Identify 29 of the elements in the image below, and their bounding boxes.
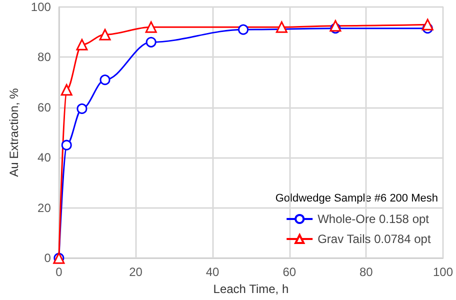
point xyxy=(146,36,156,48)
x-tick-label: 60 xyxy=(282,265,296,280)
point xyxy=(238,24,249,35)
y-tick-label: 100 xyxy=(30,0,52,14)
x-tick-label: 40 xyxy=(206,265,220,280)
x-tick-label: 80 xyxy=(359,265,374,280)
legend-title: Goldwedge Sample #6 200 Mesh xyxy=(275,192,438,204)
y-tick-label: 60 xyxy=(38,100,52,114)
point xyxy=(145,21,157,33)
y-axis-title: Au Extraction, % xyxy=(7,88,21,177)
y-tick-label: 80 xyxy=(38,50,52,64)
point xyxy=(76,38,88,50)
point xyxy=(330,20,342,32)
y-tick-label: 0 xyxy=(44,251,52,266)
point xyxy=(276,21,288,33)
point xyxy=(76,103,88,114)
x-tick-label: 20 xyxy=(129,265,143,280)
point xyxy=(422,18,434,30)
point xyxy=(99,28,111,40)
point xyxy=(100,74,110,86)
x-tick-label: 100 xyxy=(432,265,454,280)
legend-label: Whole-Ore 0.158 opt xyxy=(318,212,430,226)
legend-label: Grav Tails 0.0784 opt xyxy=(318,232,432,246)
x-axis-title: Leach Time, h xyxy=(213,282,289,296)
y-tick-label: 20 xyxy=(38,200,52,215)
point xyxy=(61,140,72,150)
point xyxy=(60,84,72,96)
y-tick-label: 40 xyxy=(38,150,52,165)
x-tick-label: 0 xyxy=(56,265,63,280)
